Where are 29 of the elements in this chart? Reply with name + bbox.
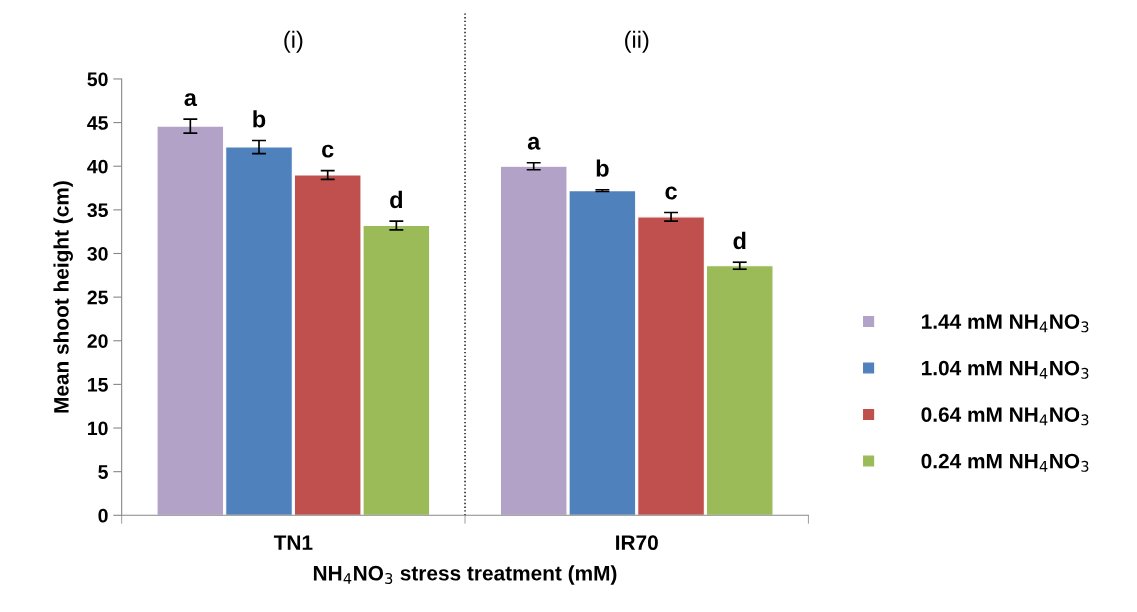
y-tick-label: 40 [87, 159, 108, 174]
data-label: a [184, 93, 198, 107]
y-tick-label: 20 [87, 334, 108, 348]
data-label: d [733, 231, 746, 250]
x-tick-label: IR70 [616, 535, 658, 551]
data-label: b [596, 159, 609, 177]
x-axis-title: NH$_{4}$NO$_{3}$ stress treatment (mM) [313, 565, 617, 585]
data-label: c [665, 186, 677, 200]
y-axis-title: Mean shoot height (cm) [53, 181, 73, 413]
data-label: a [527, 136, 541, 150]
data-label: c [322, 144, 334, 158]
y-tick-label: 0 [98, 508, 108, 523]
y-tick-label: 35 [87, 203, 108, 218]
text: (i) [284, 30, 303, 53]
legend-label: 0.24 mM NH$_{4}$NO$_{3}$ [921, 453, 1089, 472]
text: (ii) [625, 30, 649, 53]
y-tick-label: 10 [88, 421, 108, 436]
data-label: b [253, 110, 266, 128]
y-tick-label: 15 [88, 378, 108, 392]
y-tick-label: 5 [98, 465, 108, 479]
x-tick-label: TN1 [273, 535, 313, 550]
y-tick-label: 50 [87, 72, 108, 87]
y-tick-label: 45 [87, 116, 108, 130]
legend-label: 0.64 mM NH$_{4}$NO$_{3}$ [921, 407, 1089, 426]
legend-label: 1.44 mM NH$_{4}$NO$_{3}$ [921, 314, 1089, 333]
y-tick-label: 25 [87, 290, 108, 305]
legend-label: 1.04 mM NH$_{4}$NO$_{3}$ [921, 360, 1089, 379]
y-tick-label: 30 [87, 246, 108, 261]
data-label: d [390, 190, 403, 209]
